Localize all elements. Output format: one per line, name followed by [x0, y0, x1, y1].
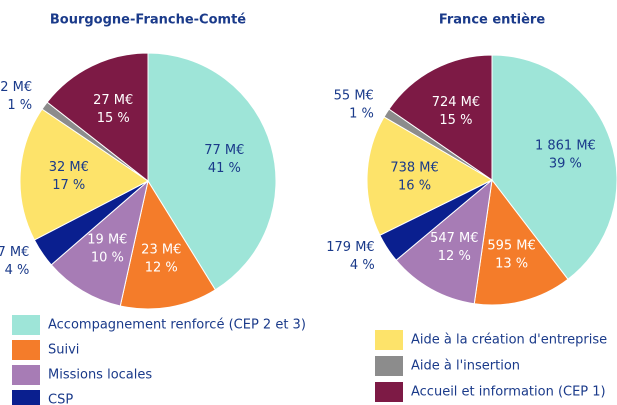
pie-slice	[46, 52, 149, 183]
pie-slice	[473, 178, 569, 306]
percent-label: 10 %	[91, 251, 124, 266]
legend-swatch	[375, 330, 403, 350]
percent-label: 12 %	[145, 261, 178, 276]
percent-label: 13 %	[495, 256, 528, 271]
value-label: 2 M€	[0, 80, 32, 95]
value-label: 724 M€	[432, 95, 480, 110]
percent-label: 15 %	[439, 113, 472, 128]
percent-label: 16 %	[398, 179, 431, 194]
pie-slice	[147, 52, 277, 291]
pie-slice	[366, 116, 494, 236]
legend-swatch	[375, 356, 403, 376]
value-label: 1 861 M€	[535, 139, 596, 154]
percent-label: 1 %	[349, 106, 374, 121]
value-label: 27 M€	[93, 93, 133, 108]
value-label: 738 M€	[390, 161, 438, 176]
percent-label: 39 %	[549, 157, 582, 172]
value-label: 19 M€	[87, 233, 127, 248]
pie-title: Bourgogne-Franche-Comté	[50, 13, 246, 28]
legend-label: CSP	[48, 393, 73, 405]
legend-swatch	[12, 340, 40, 360]
legend-label: Missions locales	[48, 368, 152, 383]
legend-swatch	[12, 365, 40, 385]
percent-label: 12 %	[438, 249, 471, 264]
percent-label: 1 %	[7, 98, 32, 113]
percent-label: 41 %	[208, 161, 241, 176]
legend-label: Accompagnement renforcé (CEP 2 et 3)	[48, 318, 306, 333]
value-label: 32 M€	[49, 160, 89, 175]
value-label: 595 M€	[487, 238, 535, 253]
value-label: 7 M€	[0, 245, 29, 260]
value-label: 23 M€	[141, 243, 181, 258]
value-label: 55 M€	[334, 88, 374, 103]
value-label: 77 M€	[204, 143, 244, 158]
percent-label: 15 %	[97, 111, 130, 126]
legend-label: Aide à la création d'entreprise	[411, 333, 607, 348]
pie-slice	[50, 179, 149, 307]
value-label: 547 M€	[430, 231, 478, 246]
pie-slice	[491, 54, 617, 280]
percent-label: 4 %	[5, 263, 30, 278]
legend-label: Suivi	[48, 343, 79, 358]
legend-swatch	[375, 382, 403, 402]
legend-swatch	[12, 315, 40, 335]
pie-slice	[119, 179, 217, 310]
percent-label: 17 %	[52, 178, 85, 193]
legend-label: Accueil et information (CEP 1)	[411, 385, 606, 400]
value-label: 179 M€	[326, 240, 374, 255]
pie-slice	[19, 108, 149, 241]
pie-title: France entière	[439, 13, 546, 28]
legend-label: Aide à l'insertion	[411, 359, 520, 374]
percent-label: 4 %	[350, 258, 375, 273]
legend-swatch	[12, 390, 40, 405]
pie-slice	[395, 178, 493, 305]
pie-slice	[388, 54, 493, 181]
